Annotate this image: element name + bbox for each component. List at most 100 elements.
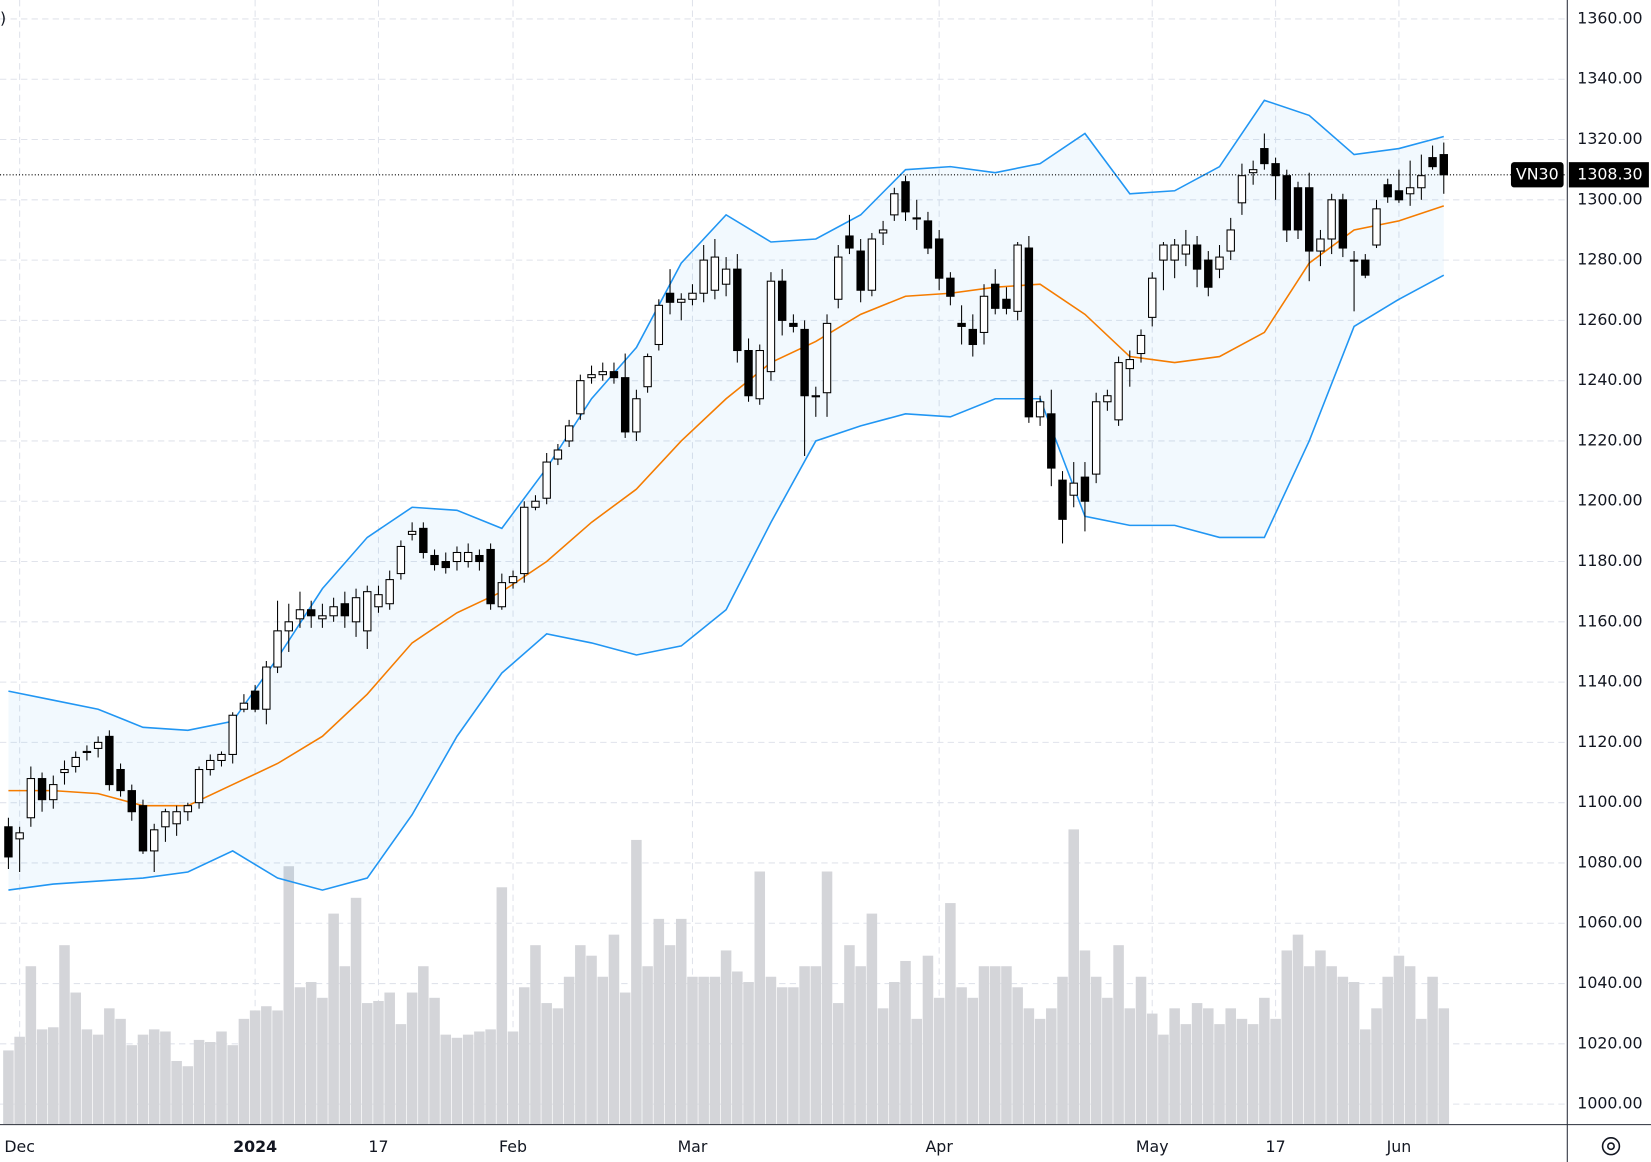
settings-icon-ring[interactable] [1601, 1137, 1621, 1156]
volume-bar [474, 1031, 485, 1125]
volume-bar [395, 1024, 407, 1125]
candle-body [1248, 169, 1258, 174]
candle-body [374, 594, 383, 608]
candle-body [127, 790, 136, 813]
volume-bar [956, 987, 967, 1125]
y-tick-label: 1300.00 [1577, 189, 1642, 208]
candle-body [1417, 175, 1426, 189]
candle-body [385, 579, 394, 605]
candle-body [777, 280, 787, 321]
candle-body [1327, 199, 1336, 240]
candle-body [856, 250, 865, 291]
volume-bar [496, 887, 508, 1125]
candle-body [699, 259, 708, 294]
volume-bar [530, 945, 541, 1125]
volume-bar [945, 903, 956, 1125]
volume-bar [575, 945, 586, 1125]
volume-bar [36, 1029, 48, 1125]
volume-bar [664, 945, 676, 1125]
volume-bar [1225, 1008, 1236, 1125]
volume-bar [900, 960, 911, 1125]
volume-bar [361, 1003, 373, 1125]
candle-body [452, 551, 462, 563]
candle-body [587, 374, 596, 379]
volume-bar [586, 955, 597, 1125]
candle-body [273, 630, 282, 668]
volume-bar [1034, 1018, 1046, 1125]
candle-body [609, 371, 619, 379]
volume-bar [1023, 1008, 1035, 1125]
volume-bar [350, 897, 362, 1125]
candle-body [912, 217, 921, 220]
candle-body [1349, 259, 1359, 262]
symbol-box [1510, 162, 1564, 188]
volume-bar [339, 966, 351, 1125]
volume-bar [844, 945, 855, 1125]
volume-bar [1057, 976, 1068, 1125]
x-tick-label: 2024 [233, 1137, 277, 1156]
volume-bar [743, 982, 754, 1125]
candle-body [1047, 413, 1056, 469]
y-tick-label: 1140.00 [1577, 672, 1642, 691]
volume-bar [978, 966, 990, 1125]
volume-bar [933, 997, 945, 1125]
volume-bar [451, 1037, 463, 1125]
y-tick-label: 1040.00 [1577, 973, 1642, 992]
volume-bar [541, 1003, 552, 1125]
candle-body [1002, 298, 1011, 309]
volume-bar [709, 976, 721, 1125]
candle-body [318, 615, 327, 620]
candle-body [1282, 175, 1292, 231]
volume-bar [1169, 1008, 1180, 1125]
y-tick-label: 1360.00 [1577, 8, 1642, 27]
candle-body [1192, 244, 1202, 270]
volume-bar [384, 992, 395, 1125]
volume-bar [1382, 976, 1393, 1125]
candle-body [1394, 190, 1404, 201]
candle-body [1091, 401, 1101, 475]
volume-bar [126, 1045, 138, 1125]
volume-bar [137, 1034, 149, 1125]
candle-body [755, 349, 764, 400]
candle-body [1428, 157, 1437, 168]
y-tick-label: 1160.00 [1577, 611, 1642, 630]
candle-body [497, 582, 507, 608]
volume-bar [765, 976, 777, 1125]
volume-bar [305, 982, 317, 1125]
settings-icon[interactable] [1601, 1137, 1621, 1156]
volume-bar [1416, 1018, 1427, 1125]
volume-bar [552, 1008, 564, 1125]
candle-body [1013, 244, 1022, 312]
volume-bar [81, 1029, 93, 1125]
candle-body [262, 666, 271, 710]
volume-bar [3, 1050, 14, 1125]
candle-body [1439, 154, 1448, 176]
candle-body [194, 768, 204, 804]
volume-bar [866, 913, 878, 1125]
y-tick-label: 1280.00 [1577, 250, 1642, 269]
candle-body [351, 597, 361, 623]
candle-body [800, 328, 809, 397]
candle-body [968, 328, 978, 346]
candle-body [1293, 187, 1303, 231]
settings-icon-core[interactable] [1607, 1142, 1615, 1151]
volume-bar [1404, 966, 1416, 1125]
band-fill [8, 100, 1444, 891]
volume-bar [507, 1031, 519, 1125]
x-tick-label: 17 [1266, 1137, 1286, 1156]
volume-bar [1371, 1008, 1382, 1125]
candle-body [1226, 229, 1235, 252]
volume-bar [776, 987, 788, 1125]
candle-body [138, 805, 148, 852]
volume-bar [1158, 1034, 1169, 1125]
volume-bar [989, 966, 1001, 1125]
volume-bar [967, 997, 979, 1125]
volume-bar [216, 1031, 227, 1125]
y-tick-label: 1080.00 [1577, 852, 1642, 871]
volume-bar [171, 1060, 182, 1125]
candle-body [430, 554, 439, 566]
volume-bar [148, 1029, 160, 1125]
candle-body [766, 280, 776, 373]
volume-bar [1281, 950, 1293, 1125]
candle-body [576, 380, 585, 415]
